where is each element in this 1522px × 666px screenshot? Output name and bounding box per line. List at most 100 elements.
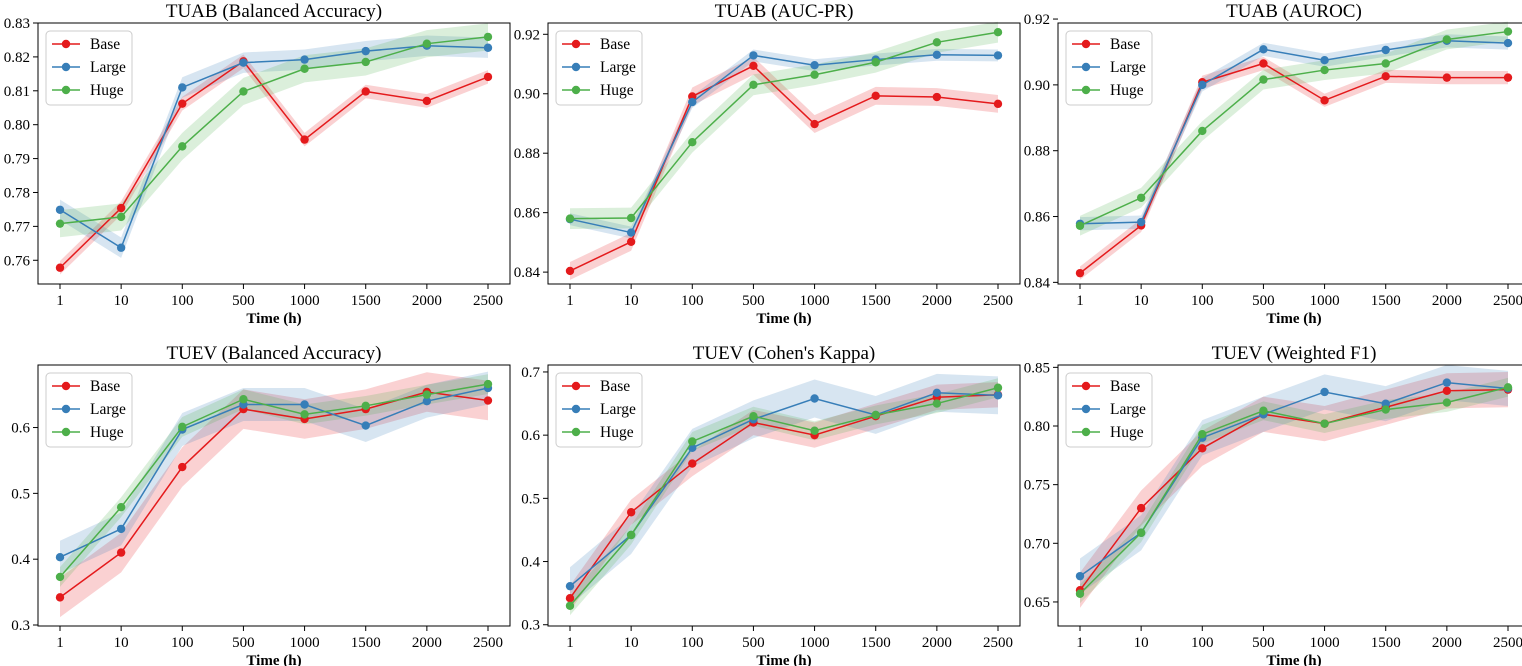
legend-label-large: Large [600,59,636,76]
point-large [626,228,636,237]
point-large [1259,45,1268,54]
point-huge [565,601,575,610]
x-tick-label: 2500 [1493,293,1522,309]
point-large [1320,387,1329,397]
chart-title: TUEV (Balanced Accuracy) [167,343,382,364]
band-base [60,54,488,275]
point-large [993,51,1003,60]
x-tick-label: 500 [1252,293,1275,309]
chart-title: TUAB (AUC-PR) [715,1,854,22]
series-line-base [569,393,999,599]
point-large [565,581,575,591]
point-base [55,593,65,602]
legend-label-large: Large [90,59,126,76]
series-line-huge [569,387,999,607]
x-tick-label: 1500 [1371,635,1401,651]
x-tick-label: 2000 [412,635,442,651]
x-tick-label: 10 [114,635,129,651]
legend-marker-large [1081,62,1091,72]
y-tick-label: 0.90 [514,87,540,103]
point-base [300,135,309,144]
x-tick-label: 1500 [351,635,381,651]
series-line-large [59,387,489,558]
point-huge [688,437,697,446]
point-huge [55,219,65,228]
legend-marker-huge [61,427,71,437]
chart-panel-2: TUAB (AUC-PR) 1 10 100 500 1000 1500 2000 2500 0.… [514,1,1021,327]
band-base [570,56,998,280]
point-huge [993,28,1003,37]
point-large [1198,80,1207,90]
point-huge [55,572,65,582]
point-base [626,508,636,517]
legend-label-large: Large [90,401,126,418]
legend: Base Large Huge [555,372,643,448]
point-huge [483,379,493,389]
point-base [178,462,187,472]
x-tick-label: 1 [566,293,574,309]
point-huge [1320,65,1329,75]
legend-label-base: Base [1110,378,1140,395]
band-huge [60,23,488,238]
y-tick-label: 0.90 [1024,78,1050,94]
band-base [1080,56,1508,280]
point-base [116,548,126,557]
x-tick-label: 2500 [983,293,1013,309]
point-huge [1503,27,1513,36]
point-huge [1503,383,1513,392]
x-tick-label: 1 [56,293,64,309]
legend-marker-large [1081,404,1091,414]
series-line-base [59,391,489,598]
point-base [626,237,636,246]
legend-marker-base [571,39,581,49]
point-large [178,83,187,92]
x-tick-label: 1000 [1310,635,1340,651]
point-large [1381,45,1390,55]
plot-frame [1057,364,1522,627]
point-base [565,593,575,603]
y-tick-label: 0.79 [4,152,30,168]
y-tick-label: 0.88 [1024,144,1050,160]
point-huge [749,80,758,90]
point-large [422,397,432,406]
band-large [1080,365,1508,594]
legend-marker-base [61,39,71,49]
x-tick-label: 500 [742,293,765,309]
chart-title: TUEV (Cohen's Kappa) [693,343,875,364]
chart-title: TUEV (Weighted F1) [1212,343,1377,364]
y-tick-label: 0.84 [514,265,541,281]
legend-label-base: Base [600,36,630,53]
point-base [116,203,126,213]
point-base [993,99,1003,109]
x-tick-label: 100 [1191,293,1214,309]
point-huge [1381,59,1390,68]
legend-marker-large [61,62,71,72]
point-huge [1136,193,1146,202]
point-huge [1198,430,1207,439]
point-huge [1320,419,1329,428]
x-tick-label: 100 [171,293,194,309]
plot-frame [37,22,511,285]
y-tick-label: 0.85 [1024,360,1050,376]
point-large [116,524,126,534]
y-tick-label: 0.7 [521,365,540,381]
legend: Base Large Huge [1065,30,1153,106]
y-tick-label: 0.82 [4,50,30,66]
point-large [1075,571,1085,581]
x-tick-label: 1500 [861,293,891,309]
series-line-huge [59,36,489,225]
point-base [361,87,370,96]
legend-marker-base [571,381,581,391]
point-large [239,58,248,67]
x-tick-label: 100 [681,635,704,651]
y-tick-label: 0.5 [521,491,540,507]
x-tick-label: 2000 [1432,635,1462,651]
point-base [1503,73,1513,82]
point-large [1136,217,1146,227]
legend-label-huge: Huge [1110,424,1144,441]
series-line-base [59,60,489,269]
legend-label-huge: Huge [600,82,634,99]
point-large [932,388,942,398]
x-tick-label: 1 [56,635,64,651]
